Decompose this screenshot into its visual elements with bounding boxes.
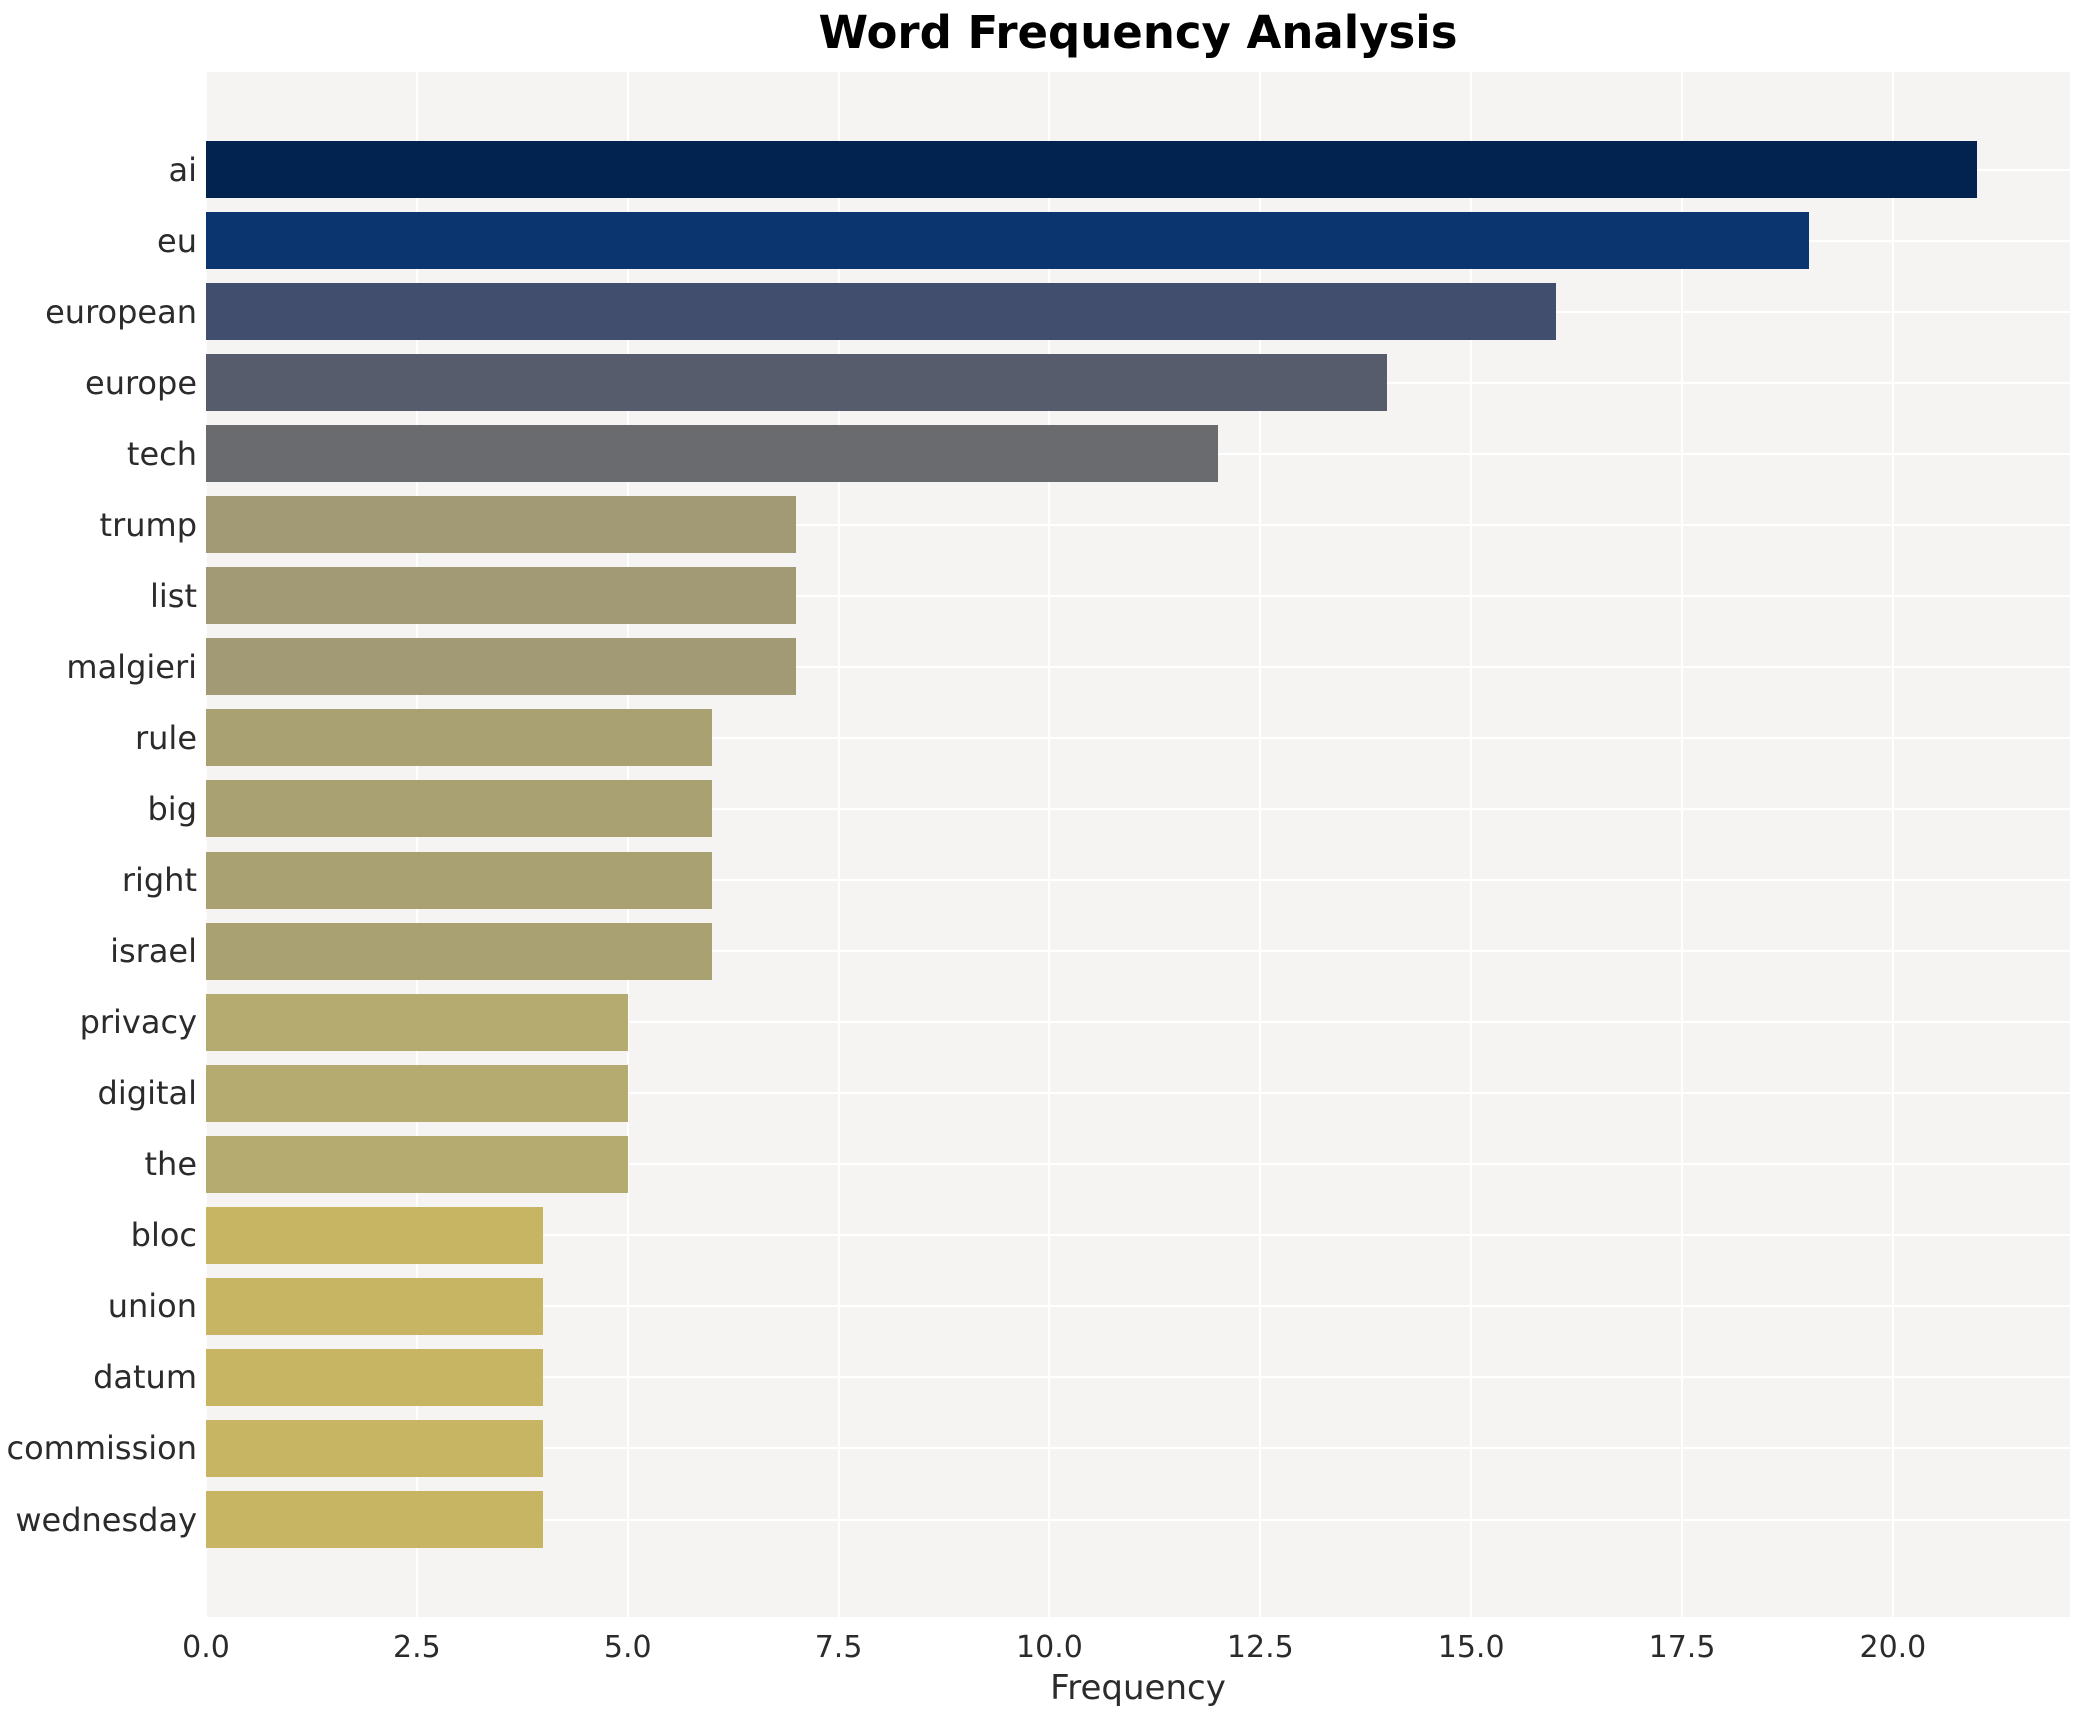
bar-datum [206,1348,544,1406]
bar-europe [206,354,1387,412]
bar-tech [206,425,1219,483]
y-axis-label: israel [110,932,197,971]
gridline-vertical [1891,72,1894,1617]
gridline-horizontal [206,950,2070,953]
gridline-vertical [1681,72,1684,1617]
bar-israel [206,922,713,980]
gridline-horizontal [206,1447,2070,1450]
gridline-vertical [1259,72,1262,1617]
gridline-horizontal [206,736,2070,739]
y-axis-label: wednesday [15,1500,197,1539]
y-axis-label: union [107,1287,197,1326]
bar-union [206,1277,544,1335]
gridline-horizontal [206,1376,2070,1379]
bar-bloc [206,1206,544,1264]
y-axis-label: privacy [79,1003,197,1042]
x-tick-label: 15.0 [1437,1630,1505,1665]
x-tick-label: 12.5 [1226,1630,1294,1665]
x-axis-title: Frequency [1050,1668,1226,1708]
bar-digital [206,1064,628,1122]
bar-the [206,1135,628,1193]
y-axis-label: rule [134,718,197,757]
bar-privacy [206,993,628,1051]
y-axis-label: big [147,789,197,828]
gridline-horizontal [206,523,2070,526]
gridline-horizontal [206,879,2070,882]
y-axis-label: trump [99,505,197,544]
y-axis-label: malgieri [66,647,197,686]
chart-title: Word Frequency Analysis [818,6,1458,59]
x-tick-label: 10.0 [1016,1630,1083,1665]
gridline-horizontal [206,594,2070,597]
y-axis-label: european [45,292,197,331]
y-axis-label: tech [126,434,197,473]
plot-area [205,72,2070,1617]
gridline-vertical [1048,72,1051,1617]
gridline-horizontal [206,1305,2070,1308]
bar-wednesday [206,1491,544,1548]
bar-right [206,851,713,909]
bar-malgieri [206,638,797,696]
x-tick-label: 2.5 [393,1630,441,1665]
y-axis-label: the [144,1145,197,1184]
y-axis-label: bloc [130,1216,197,1255]
bar-big [206,780,713,838]
gridline-vertical [837,72,840,1617]
bar-rule [206,709,713,767]
bar-trump [206,496,797,554]
bar-eu [206,212,1809,270]
y-axis-label: eu [157,221,197,260]
gridline-horizontal [206,807,2070,810]
gridline-horizontal [206,1021,2070,1024]
gridline-vertical [205,72,207,1617]
y-axis-label: commission [6,1429,198,1468]
gridline-horizontal [206,1518,2070,1521]
x-tick-label: 20.0 [1859,1630,1927,1665]
gridline-horizontal [206,1163,2070,1166]
bar-list [206,567,797,625]
y-axis-label: datum [93,1358,197,1397]
y-axis-label: list [150,576,197,615]
gridline-horizontal [206,1092,2070,1095]
gridline-horizontal [206,1234,2070,1237]
x-tick-label: 5.0 [603,1630,652,1665]
gridline-vertical [1470,72,1473,1617]
gridline-vertical [626,72,629,1617]
x-tick-label: 0.0 [182,1630,230,1665]
gridline-vertical [415,72,418,1617]
x-tick-label: 17.5 [1648,1630,1716,1665]
bar-european [206,283,1556,341]
y-axis-label: right [121,861,197,900]
bar-commission [206,1419,544,1477]
gridline-horizontal [206,665,2070,668]
y-axis-label: europe [85,363,197,402]
x-tick-label: 7.5 [814,1630,863,1665]
bar-ai [206,141,1978,198]
y-axis-label: digital [97,1074,197,1113]
y-axis-label: ai [168,150,198,189]
